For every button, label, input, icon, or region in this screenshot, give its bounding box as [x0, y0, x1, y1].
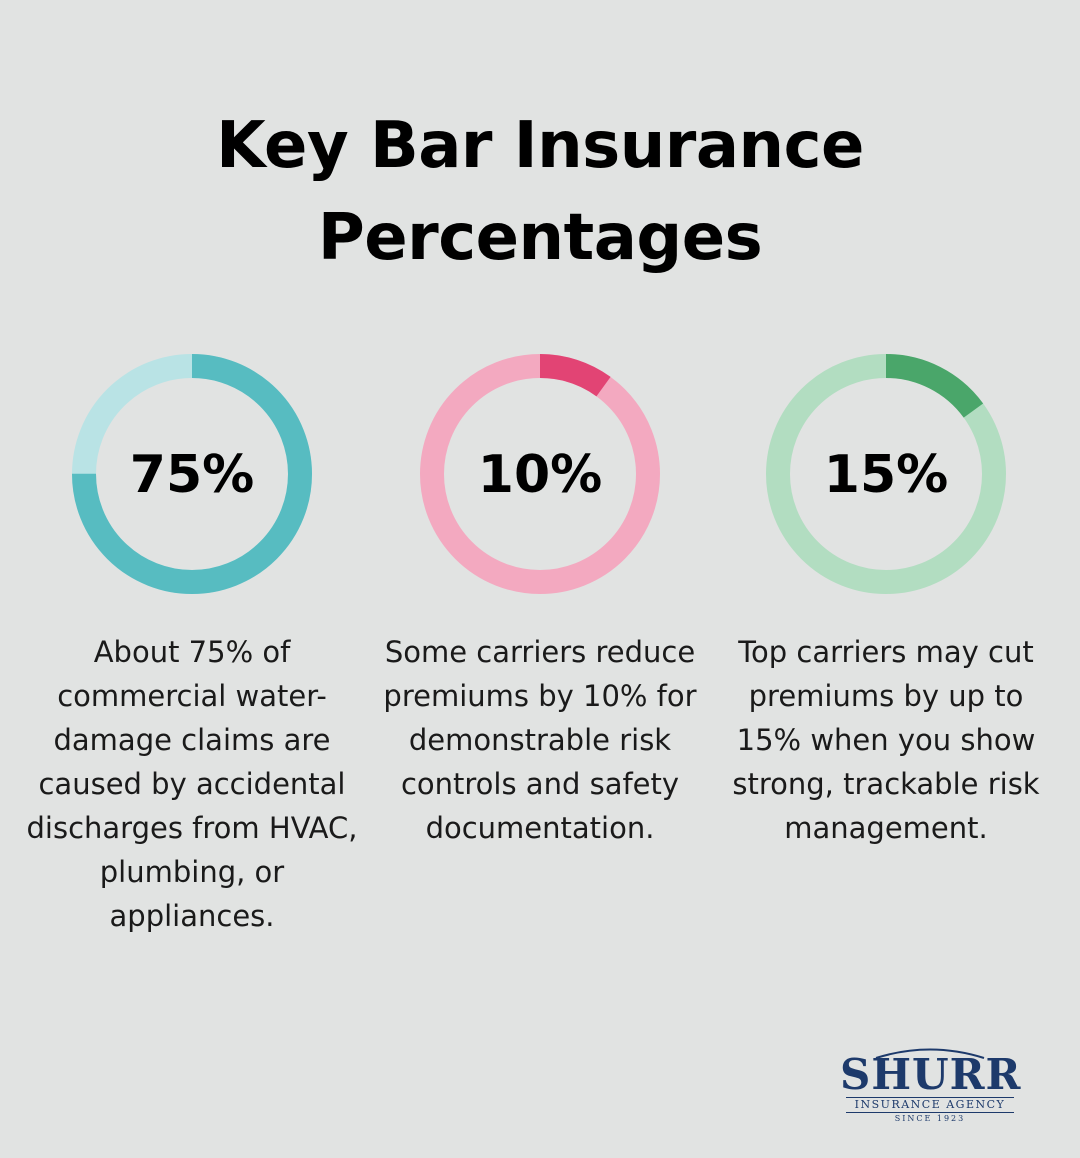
donut-chart-2: 10%	[420, 354, 660, 594]
page-title: Key Bar Insurance Percentages	[0, 100, 1080, 284]
donut-chart-3: 15%	[766, 354, 1006, 594]
logo-since: SINCE 1923	[894, 1114, 966, 1123]
logo-subtitle: INSURANCE AGENCY	[846, 1097, 1014, 1113]
donut-value-label-1: 75%	[130, 445, 254, 505]
stat-description-1: About 75% of commercial water-damage cla…	[26, 635, 358, 933]
logo-name: SHURR	[840, 1050, 1022, 1099]
donut-value-label-2: 10%	[478, 445, 602, 505]
title-line-2: Percentages	[317, 201, 763, 275]
donut-value-label-3: 15%	[824, 445, 948, 505]
donut-fill-1	[72, 354, 312, 594]
shurr-logo: SHURR INSURANCE AGENCY SINCE 1923	[840, 1045, 1020, 1125]
stat-description-2: Some carriers reduce premiums by 10% for…	[383, 635, 697, 845]
logo-arc-icon	[875, 1048, 985, 1059]
title-line-1: Key Bar Insurance	[216, 109, 864, 183]
stat-card-2: 10% Some carriers reduce premiums by 10%…	[370, 352, 710, 850]
donut-fill-2	[420, 354, 660, 594]
stat-card-3: 15% Top carriers may cut premiums by up …	[716, 352, 1056, 850]
donut-chart-1: 75%	[72, 354, 312, 594]
stat-description-3: Top carriers may cut premiums by up to 1…	[732, 635, 1040, 845]
stat-card-1: 75% About 75% of commercial water-damage…	[22, 352, 362, 938]
donut-fill-3	[766, 354, 1006, 594]
